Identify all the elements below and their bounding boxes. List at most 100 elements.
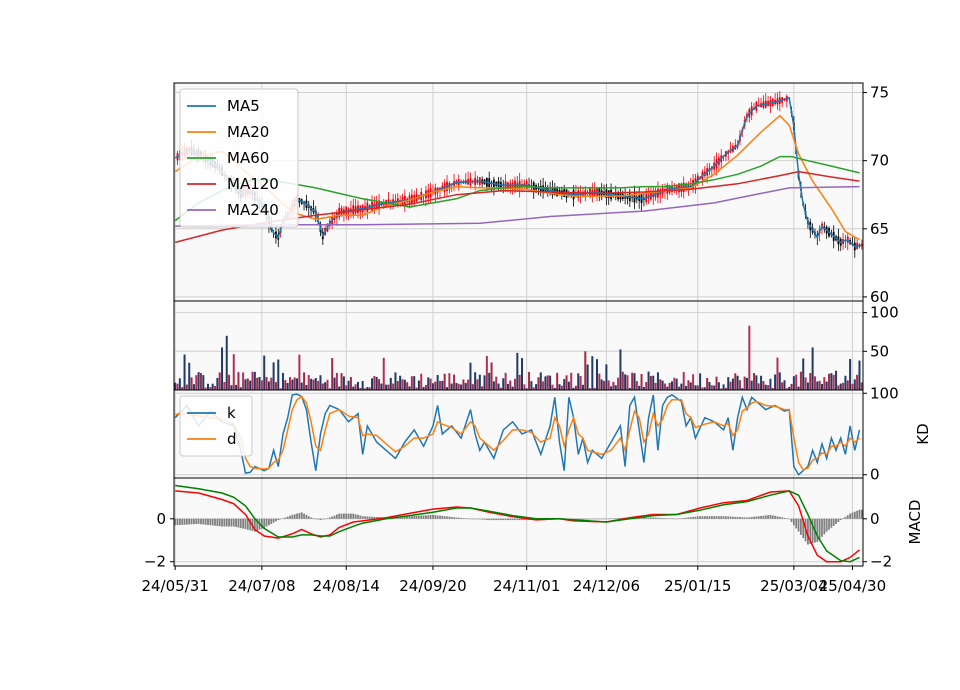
volume-bar	[682, 372, 685, 390]
macd-left-y-tick-label: −2	[144, 553, 166, 571]
volume-bar	[178, 378, 181, 390]
volume-bar	[331, 358, 334, 390]
volume-bar	[849, 359, 852, 390]
macd-histogram-bar	[253, 518, 256, 532]
macd-histogram-bar	[783, 517, 786, 519]
macd-histogram-bar	[427, 515, 430, 519]
volume-bar	[296, 378, 299, 390]
volume-bar	[378, 379, 381, 390]
macd-histogram	[174, 509, 863, 545]
volume-bar	[797, 386, 800, 390]
macd-histogram-bar	[612, 518, 615, 519]
macd-histogram-bar	[429, 515, 432, 519]
volume-bar	[764, 384, 767, 390]
x-tick-label: 24/07/08	[228, 577, 295, 595]
macd-histogram-bar	[743, 517, 746, 519]
volume-bar	[485, 355, 488, 390]
volume-bar	[443, 373, 446, 390]
macd-histogram-bar	[603, 518, 605, 520]
volume-bar	[265, 376, 268, 390]
macd-histogram-bar	[225, 518, 228, 527]
volume-bar	[513, 378, 516, 390]
x-tick-label: 24/09/20	[399, 577, 466, 595]
macd-histogram-bar	[343, 513, 345, 519]
volume-bar	[769, 378, 772, 390]
volume-bar	[628, 387, 631, 390]
volume-bar	[242, 372, 245, 390]
volume-bar	[778, 372, 781, 390]
macd-histogram-bar	[368, 516, 371, 519]
macd-histogram-bar	[687, 517, 690, 519]
axis-labels: KD MACD	[906, 423, 932, 544]
macd-histogram-bar	[361, 516, 364, 519]
macd-panel-frame	[173, 477, 864, 567]
macd-histogram-bar	[725, 516, 727, 519]
macd-histogram-bar	[413, 515, 416, 519]
macd-histogram-bar	[300, 512, 303, 519]
volume-bar	[654, 382, 657, 390]
volume-bar	[373, 375, 376, 390]
macd-histogram-bar	[720, 516, 723, 519]
kd-axis-label: KD	[914, 423, 932, 444]
volume-bar	[851, 383, 854, 390]
macd-histogram-bar	[600, 518, 603, 520]
kd-line-k	[174, 393, 861, 476]
macd-histogram-bar	[446, 516, 448, 519]
volume-bar	[401, 379, 404, 390]
volume-bar	[612, 381, 615, 390]
volume-bar	[598, 373, 601, 390]
macd-histogram-bar	[788, 518, 791, 520]
macd-histogram-bar	[713, 516, 716, 519]
macd-histogram-bar	[706, 516, 709, 519]
x-tick-label: 24/11/01	[493, 577, 560, 595]
macd-histogram-bar	[577, 518, 580, 520]
macd-histogram-bar	[350, 513, 352, 519]
macd-histogram-bar	[284, 517, 287, 519]
volume-bar	[809, 373, 812, 390]
volume-bar	[584, 351, 587, 390]
volume-bar	[713, 385, 716, 390]
macd-histogram-bar	[514, 518, 516, 521]
x-tick-label: 24/08/14	[313, 577, 380, 595]
macd-histogram-bar	[525, 518, 528, 521]
volume-bar	[631, 372, 634, 390]
volume-bar	[249, 380, 252, 390]
volume-bar	[717, 382, 720, 390]
price-legend-entry: MA5	[227, 97, 260, 115]
volume-bar	[256, 377, 259, 390]
volume-bar	[202, 375, 205, 390]
volume-bar	[839, 383, 842, 390]
ma-line-ma240	[175, 185, 860, 227]
volume-bar	[645, 382, 648, 390]
macd-histogram-bar	[778, 516, 781, 519]
volume-bar	[828, 373, 831, 390]
volume-bar	[274, 382, 277, 390]
x-tick-label: 24/12/06	[573, 577, 640, 595]
macd-histogram-bar	[467, 518, 470, 520]
macd-histogram-bar	[303, 513, 305, 519]
volume-bar	[359, 387, 362, 390]
volume-bar	[446, 387, 449, 390]
macd-histogram-bar	[478, 518, 481, 520]
volume-bar	[760, 375, 763, 390]
volume-bar	[410, 376, 413, 390]
macd-histogram-bar	[795, 518, 798, 529]
macd-histogram-bar	[844, 516, 847, 519]
macd-histogram-bar	[270, 518, 273, 524]
macd-histogram-bar	[818, 518, 821, 540]
macd-histogram-bar	[736, 516, 739, 519]
volume-bar	[291, 379, 294, 390]
macd-histogram-bar	[357, 514, 359, 519]
volume-bar	[572, 387, 575, 390]
volume-bar	[441, 380, 444, 390]
macd-histogram-bar	[582, 518, 584, 520]
volume-bar	[806, 382, 809, 390]
macd-histogram-bar	[729, 516, 732, 519]
macd-histogram-bar	[692, 516, 694, 519]
macd-histogram-bar	[860, 509, 863, 519]
macd-histogram-bar	[741, 517, 744, 519]
volume-bar	[560, 385, 563, 390]
macd-histogram-bar	[193, 518, 195, 525]
volume-bar	[483, 375, 486, 390]
volume-bar	[216, 377, 219, 390]
